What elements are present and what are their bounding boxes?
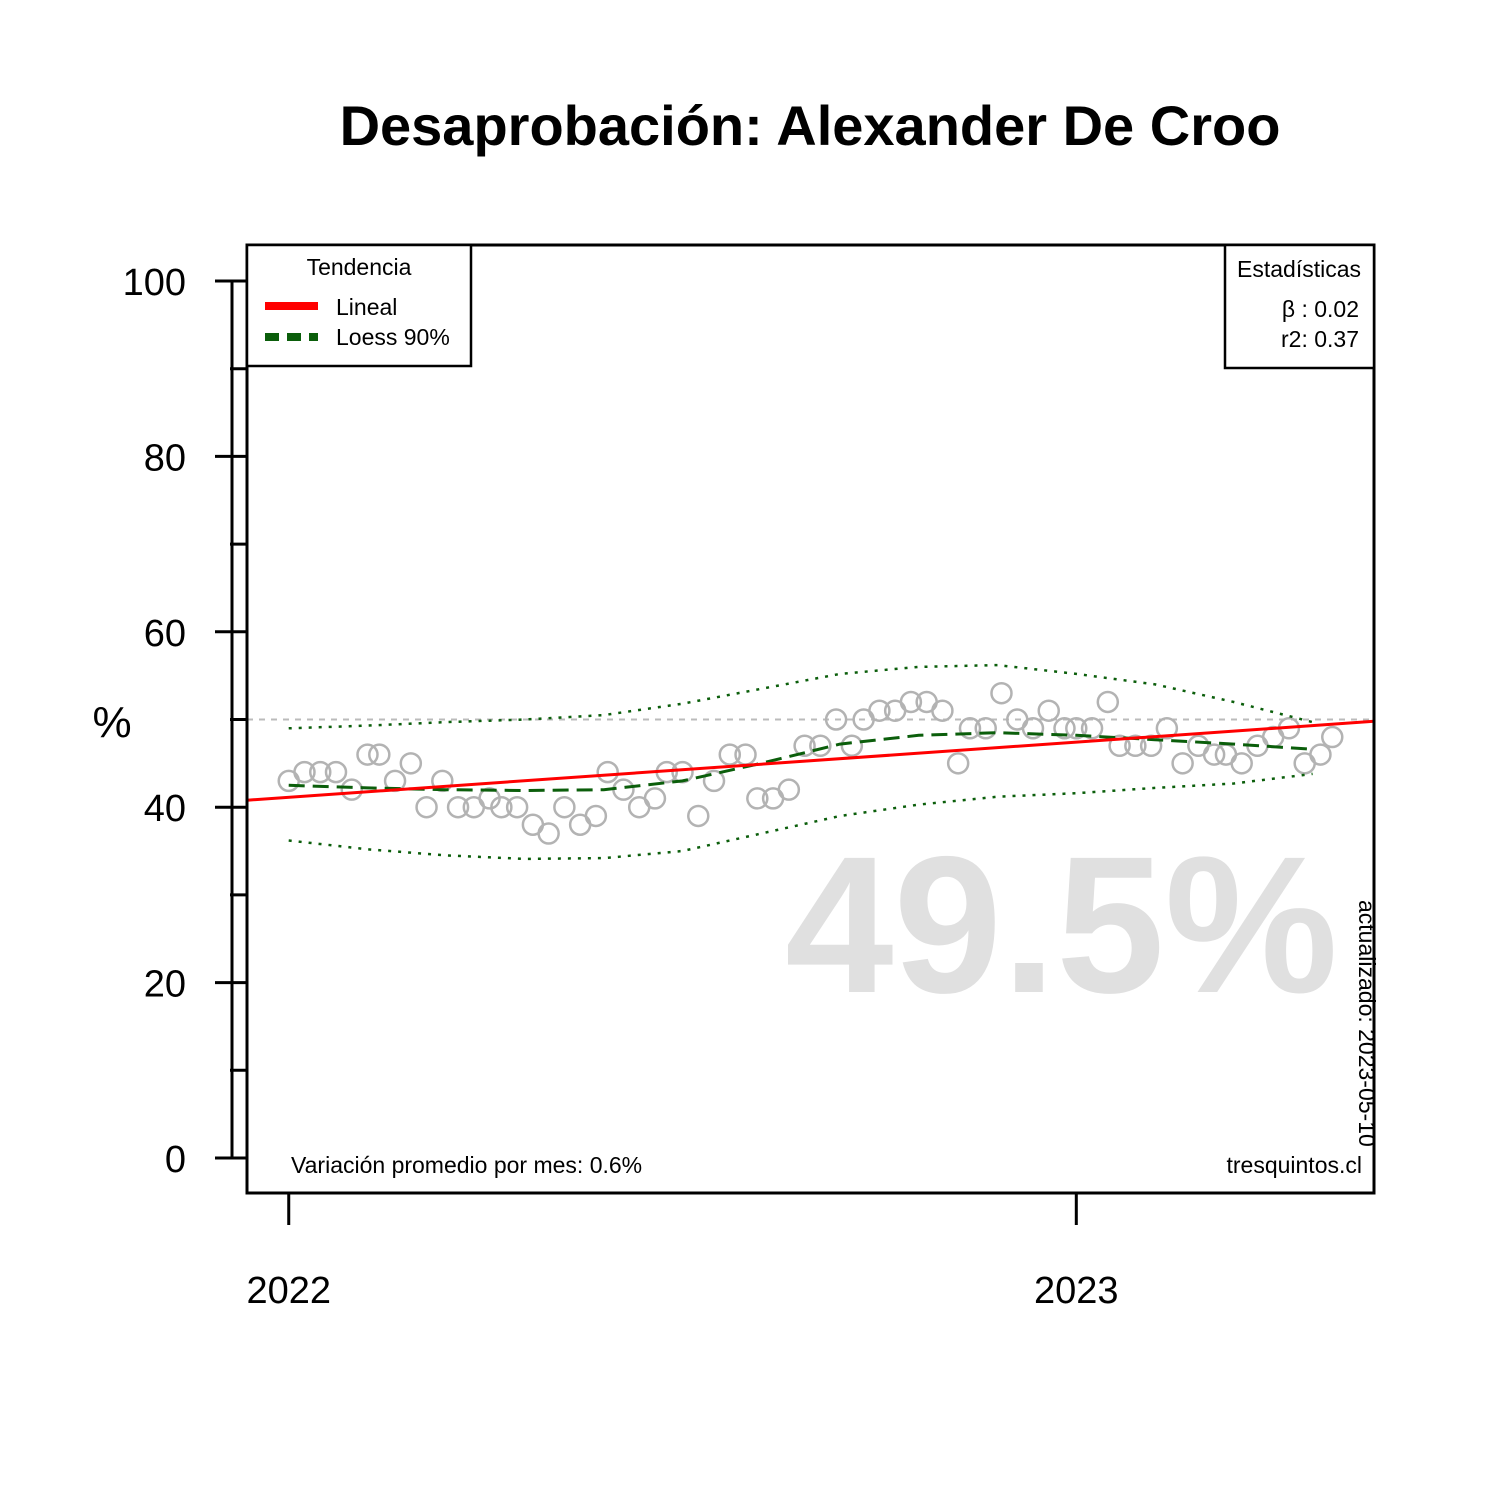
data-point <box>1321 725 1344 749</box>
y-axis-label: % <box>92 698 131 747</box>
data-point <box>356 743 379 766</box>
y-tick-label: 0 <box>165 1139 186 1181</box>
data-point <box>1037 699 1060 722</box>
data-point <box>958 717 982 740</box>
data-point <box>1155 717 1179 740</box>
data-point <box>1309 743 1332 766</box>
data-point <box>1080 717 1104 740</box>
data-point <box>1171 752 1194 775</box>
data-point <box>946 752 970 775</box>
trend-lines <box>246 663 1375 861</box>
data-point <box>415 795 438 819</box>
data-point <box>1021 717 1045 740</box>
footnote-source: tresquintos.cl <box>1226 1152 1362 1178</box>
data-point <box>824 708 848 731</box>
data-point <box>324 760 348 784</box>
footnote-variation: Variación promedio por mes: 0.6% <box>291 1152 642 1178</box>
x-tick-label: 2023 <box>1034 1270 1119 1312</box>
data-point <box>368 743 391 766</box>
legend-label-loess: Loess 90% <box>336 324 450 350</box>
x-tick-label: 2022 <box>246 1270 331 1312</box>
data-point <box>990 681 1013 705</box>
loess-lower-band <box>288 772 1313 861</box>
points-layer <box>277 681 1344 845</box>
data-point <box>1230 752 1253 775</box>
stats-frame <box>1223 243 1376 370</box>
data-point <box>1124 734 1147 758</box>
y-tick-label: 20 <box>144 964 186 1006</box>
data-point <box>308 760 332 784</box>
data-point <box>899 690 923 714</box>
chart-title: Desaprobación: Alexander De Croo <box>340 94 1281 157</box>
data-point <box>868 699 891 722</box>
data-point <box>1108 734 1131 758</box>
updated-date: actualizado: 2023-05-10 <box>1354 900 1380 1147</box>
data-point <box>643 787 667 810</box>
data-point <box>809 734 832 758</box>
y-tick-label: 80 <box>144 437 186 479</box>
data-point <box>840 734 864 758</box>
data-point <box>687 804 710 828</box>
data-point <box>702 769 726 793</box>
data-point <box>537 822 560 845</box>
stats-box: Estadísticas β : 0.02 r2: 0.37 <box>1223 243 1376 370</box>
data-point <box>1202 743 1226 766</box>
data-point <box>793 734 816 758</box>
data-point <box>777 778 801 801</box>
data-point <box>446 795 470 819</box>
legend-title: Tendencia <box>307 254 412 280</box>
y-axis: 0 20 40 60 80 100 <box>123 262 247 1181</box>
data-point <box>490 795 513 819</box>
data-point <box>718 743 742 766</box>
big-value: 49.5% <box>785 816 1338 1034</box>
y-tick-label: 40 <box>144 788 186 830</box>
data-point <box>1053 717 1076 740</box>
data-point <box>974 717 997 740</box>
data-point <box>340 778 363 801</box>
data-point <box>746 787 769 810</box>
data-point <box>505 795 529 819</box>
stats-beta: β : 0.02 <box>1282 296 1359 322</box>
stats-r2: r2: 0.37 <box>1281 326 1359 352</box>
x-axis: 2022 2023 <box>246 1193 1119 1312</box>
data-point <box>931 699 954 722</box>
data-point <box>1096 690 1120 714</box>
loess-upper-band <box>288 663 1313 730</box>
linear-trend-line <box>246 719 1375 802</box>
data-point <box>553 795 576 819</box>
y-tick-label: 100 <box>123 262 186 304</box>
data-point <box>596 760 619 784</box>
data-point <box>293 760 316 784</box>
stats-title: Estadísticas <box>1237 256 1361 282</box>
legend: Tendencia Lineal Loess 90% <box>245 243 473 368</box>
data-point <box>1065 717 1088 740</box>
legend-label-lineal: Lineal <box>336 294 397 320</box>
data-point <box>399 752 423 775</box>
loess-line <box>288 731 1313 793</box>
data-point <box>584 804 608 828</box>
y-tick-label: 60 <box>144 613 186 655</box>
